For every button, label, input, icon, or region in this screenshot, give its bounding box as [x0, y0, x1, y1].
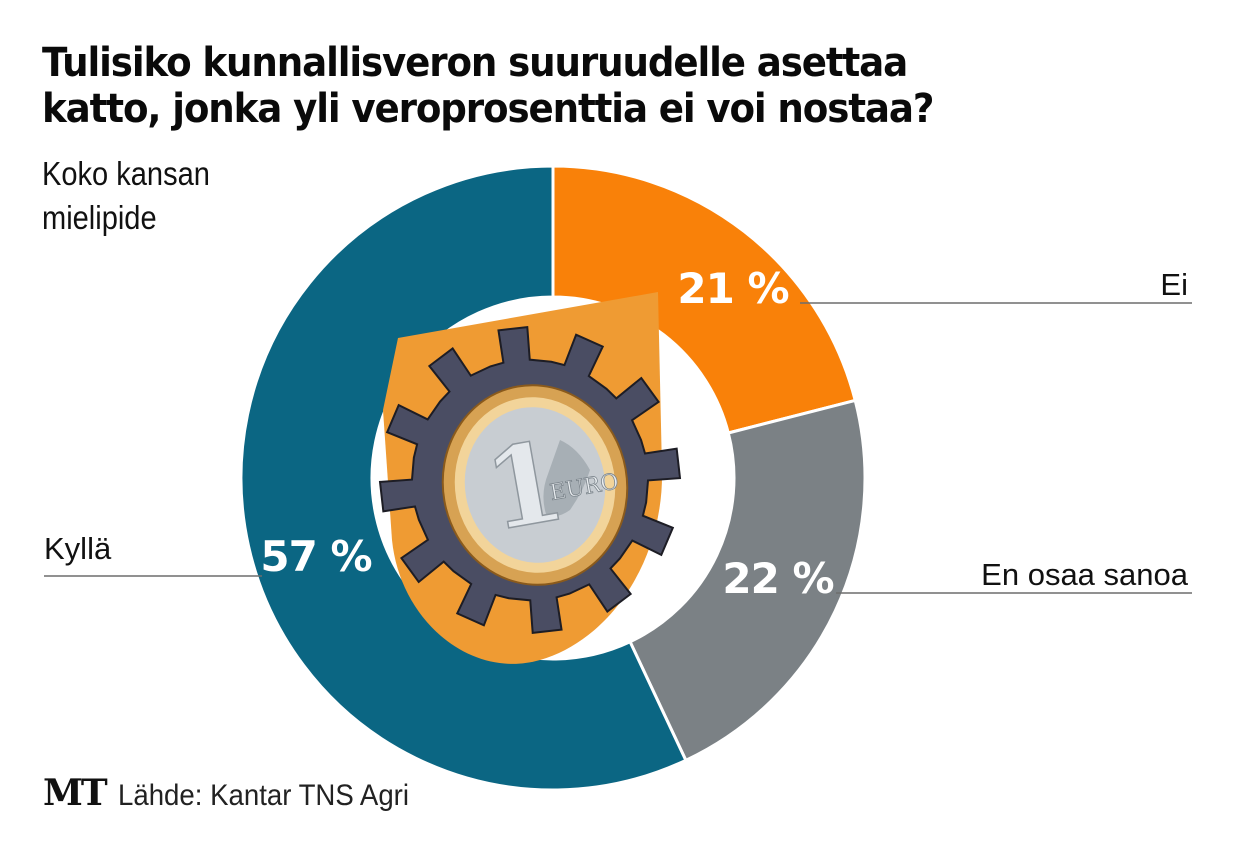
value-label: 57 %: [260, 532, 371, 581]
title-line-1: Tulisiko kunnallisveron suuruudelle aset…: [42, 40, 908, 86]
legend-label: Ei: [1160, 267, 1188, 302]
value-labels: 21 % 22 % 57 %: [260, 264, 834, 603]
mt-logo: MT: [43, 772, 108, 814]
value-label: 22 %: [722, 554, 833, 603]
legend-labels: Ei En osaa sanoa Kyllä: [44, 267, 1189, 592]
chart-title: Tulisiko kunnallisveron suuruudelle aset…: [42, 40, 934, 132]
euro-gear-emblem-icon: 1 EURO: [378, 292, 682, 664]
slice-en-osaa-sanoa: [628, 398, 867, 763]
subtitle-line-1: Koko kansan: [42, 155, 210, 192]
chart-subtitle: Koko kansan mielipide: [42, 152, 210, 240]
subtitle-line-2: mielipide: [42, 199, 157, 236]
source-line: MT Lähde: Kantar TNS Agri: [43, 772, 434, 814]
legend-label: Kyllä: [44, 531, 112, 566]
legend-label: En osaa sanoa: [981, 557, 1189, 592]
leader-lines: [44, 302, 1192, 594]
title-line-2: katto, jonka yli veroprosenttia ei voi n…: [42, 86, 934, 132]
euro-coin-icon: 1 EURO: [441, 384, 629, 586]
value-label: 21 %: [677, 264, 788, 313]
source-text: Lähde: Kantar TNS Agri: [117, 779, 409, 812]
